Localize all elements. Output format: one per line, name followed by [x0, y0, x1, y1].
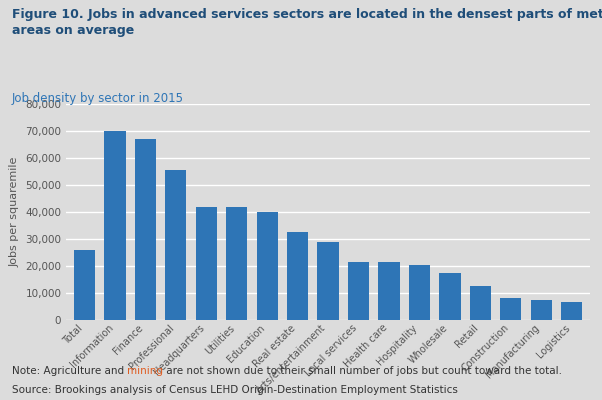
Bar	[226, 206, 247, 320]
Text: Note: Agriculture and: Note: Agriculture and	[12, 366, 128, 376]
Bar	[409, 265, 430, 320]
Bar	[317, 242, 339, 320]
Bar	[196, 206, 217, 320]
Bar	[439, 273, 461, 320]
Text: Job density by sector in 2015: Job density by sector in 2015	[12, 92, 184, 105]
Bar	[256, 212, 278, 320]
Bar	[561, 302, 582, 320]
Text: are not shown due to their small number of jobs but count toward the total.: are not shown due to their small number …	[163, 366, 562, 376]
Bar	[165, 170, 187, 320]
Y-axis label: Jobs per squaremile: Jobs per squaremile	[10, 157, 20, 267]
Bar	[135, 139, 156, 320]
Text: mining: mining	[128, 366, 163, 376]
Bar	[104, 131, 126, 320]
Bar	[378, 262, 400, 320]
Bar	[348, 262, 369, 320]
Bar	[500, 298, 521, 320]
Bar	[74, 250, 95, 320]
Text: Source: Brookings analysis of Census LEHD Origin-Destination Employment Statisti: Source: Brookings analysis of Census LEH…	[12, 385, 458, 395]
Text: Figure 10. Jobs in advanced services sectors are located in the densest parts of: Figure 10. Jobs in advanced services sec…	[12, 8, 602, 37]
Bar	[470, 286, 491, 320]
Bar	[530, 300, 552, 320]
Bar	[287, 232, 308, 320]
